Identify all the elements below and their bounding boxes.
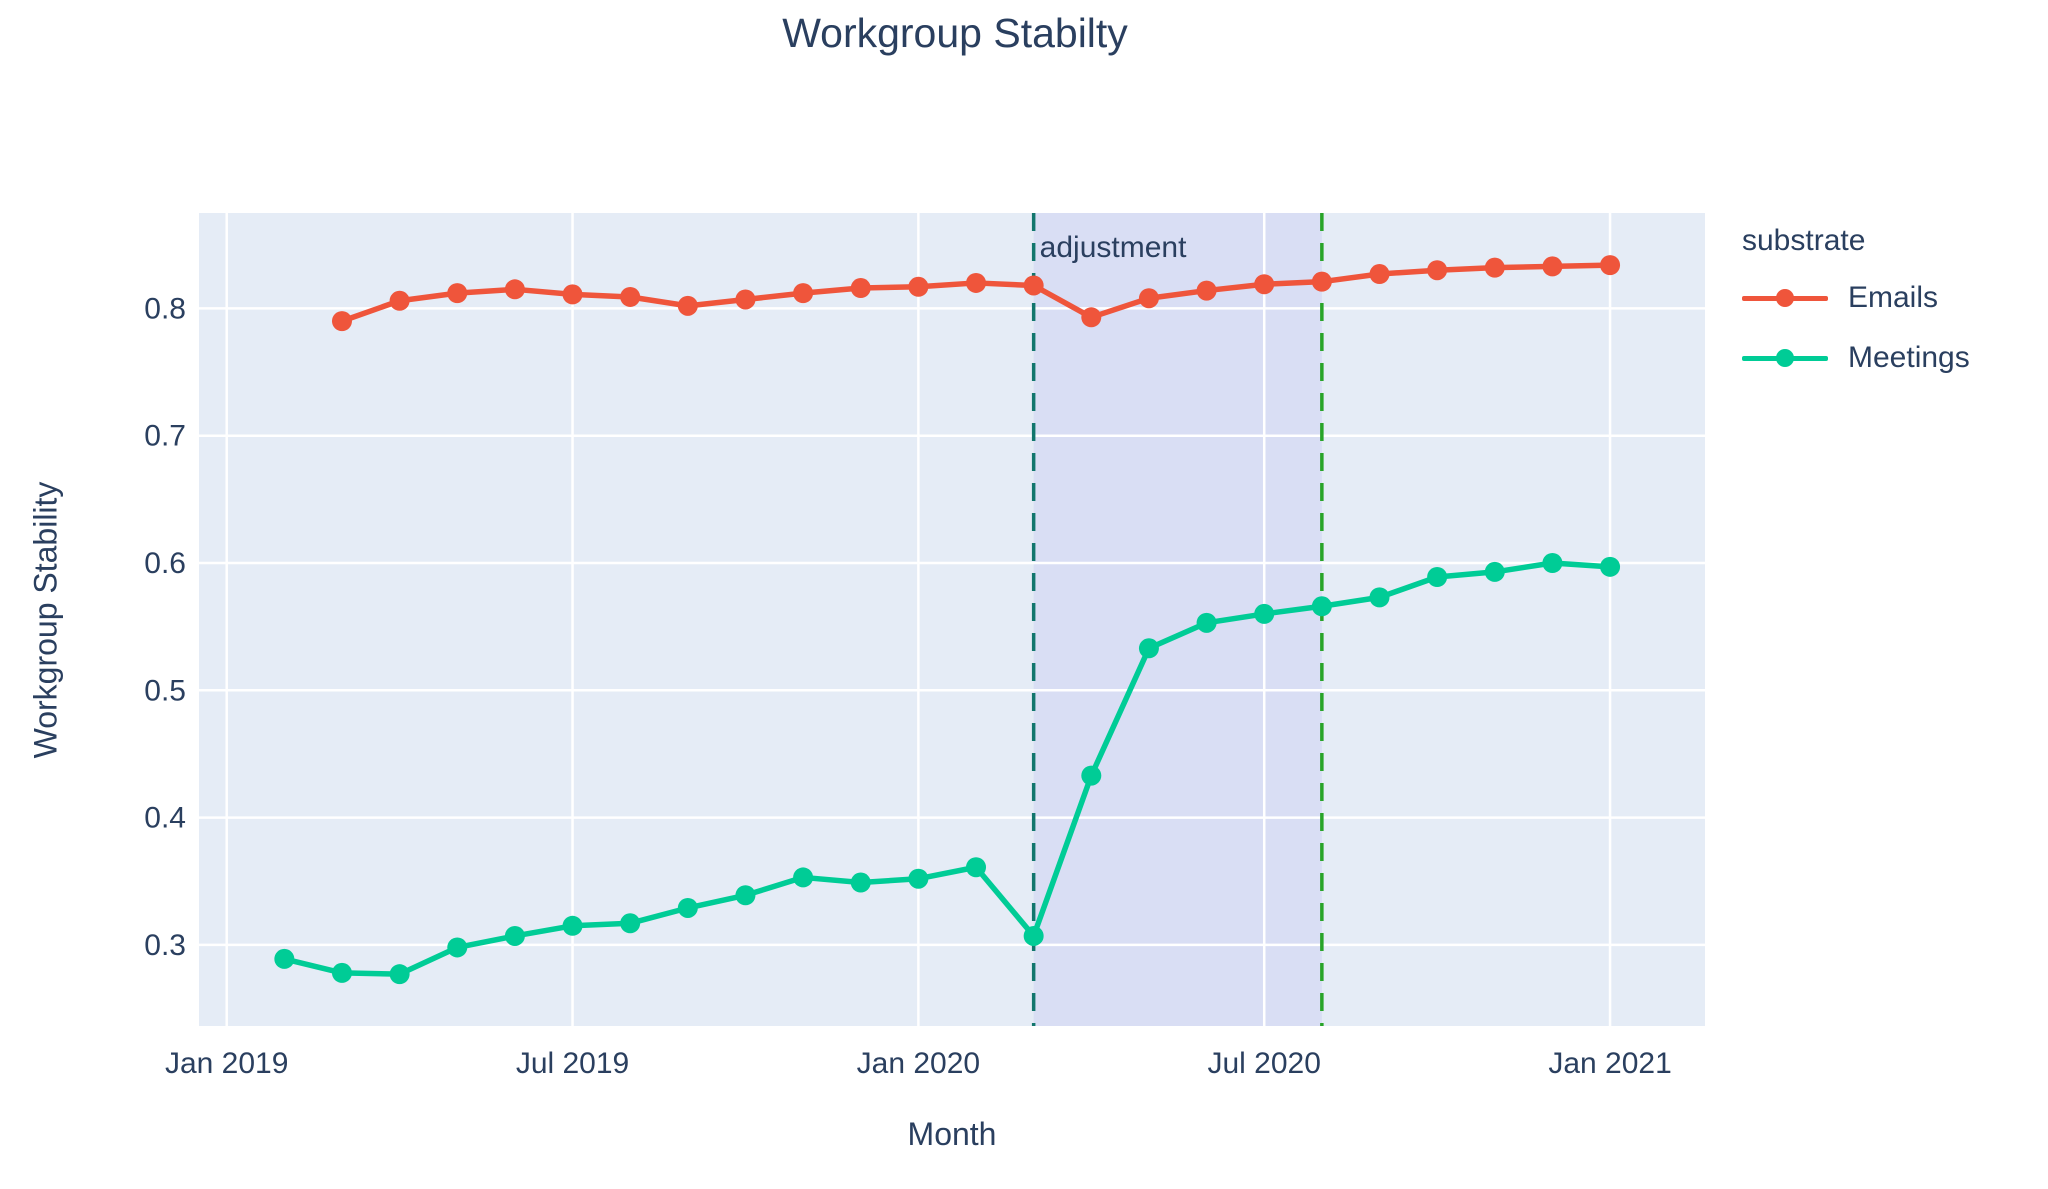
data-point-emails — [389, 290, 410, 311]
data-point-emails — [1542, 256, 1563, 277]
y-tick-label: 0.3 — [144, 929, 186, 962]
data-point-emails — [793, 283, 814, 304]
data-point-meetings — [908, 868, 929, 889]
x-tick-label: Jan 2021 — [1548, 1047, 1671, 1080]
data-point-meetings — [504, 925, 525, 946]
adjustment-band — [1033, 213, 1322, 1026]
data-point-emails — [1427, 260, 1448, 281]
x-tick-label: Jul 2020 — [1208, 1047, 1321, 1080]
data-point-meetings — [1427, 567, 1448, 588]
data-point-meetings — [1369, 587, 1390, 608]
y-tick-label: 0.7 — [144, 420, 186, 453]
data-point-meetings — [1138, 638, 1159, 659]
data-point-emails — [1023, 275, 1044, 296]
data-point-emails — [1311, 271, 1332, 292]
data-point-meetings — [389, 964, 410, 985]
legend-item[interactable]: Meetings — [1742, 336, 1970, 380]
data-point-meetings — [677, 897, 698, 918]
legend-item-label: Emails — [1848, 281, 1939, 314]
data-point-emails — [1600, 255, 1621, 276]
data-point-emails — [1254, 274, 1275, 295]
x-tick-label: Jan 2019 — [165, 1047, 288, 1080]
data-point-meetings — [735, 885, 756, 906]
data-point-emails — [908, 276, 929, 297]
y-axis-title: Workgroup Stability — [27, 481, 64, 759]
y-tick-label: 0.6 — [144, 547, 186, 580]
legend-line-marker-icon — [1742, 288, 1828, 308]
data-point-emails — [331, 311, 352, 332]
legend: substrate Emails Meetings — [1742, 224, 1970, 396]
x-axis-title: Month — [907, 1116, 997, 1152]
data-point-emails — [1369, 264, 1390, 285]
data-point-emails — [504, 279, 525, 300]
data-point-emails — [735, 289, 756, 310]
data-point-meetings — [1196, 612, 1217, 633]
data-point-emails — [562, 284, 583, 305]
legend-title: substrate — [1742, 224, 1866, 257]
data-point-meetings — [1311, 596, 1332, 617]
data-point-meetings — [1600, 556, 1621, 577]
data-point-meetings — [1542, 553, 1563, 573]
y-tick-label: 0.5 — [144, 674, 186, 707]
legend-item[interactable]: Emails — [1742, 276, 1970, 320]
y-tick-label: 0.4 — [144, 802, 186, 835]
data-point-meetings — [1081, 765, 1102, 786]
data-point-meetings — [966, 857, 987, 878]
legend-item-label: Meetings — [1848, 341, 1970, 374]
data-point-emails — [850, 278, 871, 299]
chart-title: Workgroup Stabilty — [782, 10, 1128, 56]
data-point-meetings — [793, 867, 814, 888]
data-point-emails — [1138, 288, 1159, 309]
data-point-meetings — [447, 937, 468, 958]
data-point-meetings — [1023, 925, 1044, 946]
data-point-meetings — [562, 915, 583, 936]
data-point-meetings — [274, 948, 295, 969]
plot-area[interactable] — [199, 213, 1705, 1026]
data-point-meetings — [620, 913, 641, 934]
data-point-emails — [1196, 280, 1217, 301]
x-tick-label: Jan 2020 — [857, 1047, 980, 1080]
data-point-emails — [1484, 257, 1505, 278]
annotation-adjustment: adjustment — [1040, 231, 1187, 264]
data-point-meetings — [1254, 603, 1275, 624]
x-tick-label: Jul 2019 — [516, 1047, 629, 1080]
y-tick-label: 0.8 — [144, 292, 186, 325]
data-point-meetings — [850, 872, 871, 893]
data-point-emails — [447, 283, 468, 304]
data-point-meetings — [1484, 561, 1505, 582]
legend-line-marker-icon — [1742, 348, 1828, 368]
data-point-meetings — [331, 962, 352, 983]
data-point-emails — [677, 295, 698, 316]
data-point-emails — [966, 272, 987, 293]
data-point-emails — [1081, 307, 1102, 328]
data-point-emails — [620, 286, 641, 307]
